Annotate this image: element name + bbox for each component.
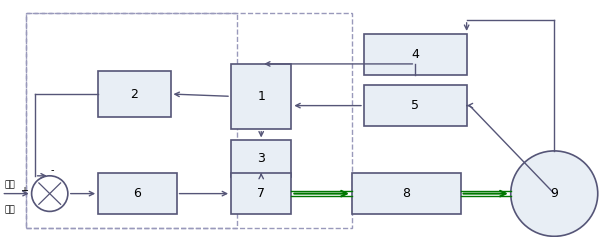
Bar bbox=[352, 173, 461, 214]
Bar bbox=[98, 173, 177, 214]
Bar bbox=[231, 140, 291, 178]
Bar bbox=[231, 173, 291, 214]
Text: 5: 5 bbox=[412, 99, 419, 112]
Text: -: - bbox=[51, 165, 55, 175]
Text: 6: 6 bbox=[134, 187, 141, 200]
Text: +: + bbox=[20, 186, 28, 196]
Bar bbox=[25, 13, 352, 228]
Bar bbox=[231, 64, 291, 129]
Text: 9: 9 bbox=[551, 187, 558, 200]
Text: 8: 8 bbox=[402, 187, 410, 200]
Text: 4: 4 bbox=[412, 48, 419, 61]
Text: 速度: 速度 bbox=[4, 180, 15, 189]
Text: 7: 7 bbox=[257, 187, 265, 200]
Ellipse shape bbox=[510, 151, 598, 236]
Bar bbox=[364, 34, 467, 76]
Bar bbox=[364, 85, 467, 127]
Text: 3: 3 bbox=[257, 152, 265, 165]
Bar bbox=[25, 13, 237, 228]
Ellipse shape bbox=[32, 176, 68, 211]
Text: 1: 1 bbox=[257, 90, 265, 103]
Text: 给定: 给定 bbox=[4, 205, 15, 214]
Bar bbox=[98, 71, 171, 117]
Text: 2: 2 bbox=[131, 87, 138, 100]
